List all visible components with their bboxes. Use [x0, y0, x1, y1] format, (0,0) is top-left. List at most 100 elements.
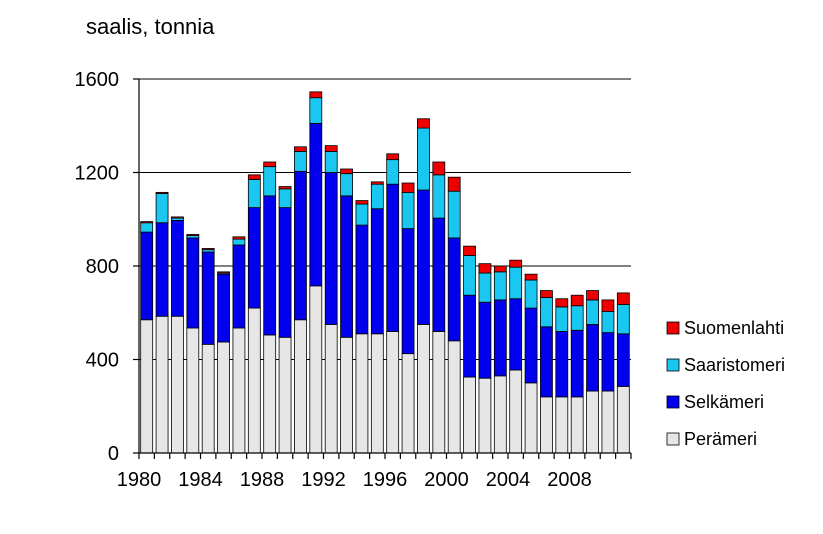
bar-1982-suomenlahti: [171, 216, 184, 219]
bar-2006-saaristomeri: [540, 297, 553, 328]
bar-2003-perämeri: [493, 375, 507, 454]
bar-1990-selkämeri: [294, 170, 307, 321]
bar-2002-perämeri: [478, 377, 492, 454]
x-tick-label-2004: 2004: [486, 469, 531, 491]
bar-1992-perämeri: [324, 324, 338, 454]
bar-1981-perämeri: [155, 315, 169, 454]
bar-2001-perämeri: [463, 376, 476, 454]
bar-1997-suomenlahti: [401, 182, 415, 193]
bar-2009-perämeri: [586, 390, 599, 454]
bar-2008-saaristomeri: [570, 305, 584, 331]
legend-label-perämeri: Perämeri: [684, 429, 757, 449]
bar-1989-perämeri: [278, 336, 292, 454]
bar-1994-saaristomeri: [355, 203, 369, 226]
legend-swatch-perämeri: [666, 432, 680, 446]
bar-2007-saaristomeri: [555, 306, 569, 332]
bar-2011-suomenlahti: [616, 292, 630, 305]
bar-2010-selkämeri: [601, 332, 615, 392]
bar-2007-perämeri: [555, 396, 569, 454]
bar-1997-selkämeri: [401, 228, 415, 355]
bar-1999-perämeri: [432, 331, 446, 454]
bar-1991-saaristomeri: [309, 97, 323, 124]
bar-2005-perämeri: [524, 382, 538, 454]
bar-1998-suomenlahti: [417, 118, 430, 129]
bar-2004-perämeri: [509, 369, 523, 454]
bar-1998-selkämeri: [417, 189, 430, 325]
bar-1990-perämeri: [294, 319, 307, 454]
bar-1991-selkämeri: [309, 123, 323, 287]
bar-1997-saaristomeri: [401, 191, 415, 229]
bar-1989-selkämeri: [278, 207, 292, 338]
bar-1996-saaristomeri: [386, 159, 400, 185]
bar-2007-selkämeri: [555, 331, 569, 398]
bar-1998-perämeri: [417, 324, 430, 454]
bar-1996-selkämeri: [386, 183, 400, 332]
bar-1981-selkämeri: [155, 222, 169, 317]
bar-1984-suomenlahti: [201, 248, 215, 251]
x-tick-label-1996: 1996: [363, 469, 408, 491]
bar-2007-suomenlahti: [555, 298, 569, 308]
bar-2001-suomenlahti: [463, 245, 476, 256]
bar-1983-suomenlahti: [186, 234, 200, 237]
bar-2003-suomenlahti: [493, 265, 507, 273]
x-tick-label-2000: 2000: [424, 469, 469, 491]
x-tick-label-1992: 1992: [301, 469, 346, 491]
bar-2000-suomenlahti: [447, 176, 461, 192]
bar-1993-perämeri: [340, 336, 353, 454]
bar-1986-saaristomeri: [232, 238, 246, 246]
bar-1993-selkämeri: [340, 195, 353, 338]
bar-1983-selkämeri: [186, 237, 200, 329]
bar-2004-suomenlahti: [509, 259, 523, 268]
bar-2006-selkämeri: [540, 326, 553, 398]
bar-1980-suomenlahti: [140, 221, 154, 224]
y-tick-label-400: 400: [86, 350, 119, 372]
bar-2002-suomenlahti: [478, 263, 492, 274]
bar-1985-suomenlahti: [217, 271, 230, 274]
bar-1983-perämeri: [186, 327, 200, 454]
bar-1986-selkämeri: [232, 244, 246, 329]
bar-1999-selkämeri: [432, 217, 446, 332]
y-tick-label-1200: 1200: [75, 163, 120, 185]
legend-swatch-suomenlahti: [666, 321, 680, 335]
bar-2011-selkämeri: [616, 333, 630, 387]
bar-1987-selkämeri: [247, 207, 261, 309]
bar-1985-perämeri: [217, 341, 230, 454]
bar-2002-saaristomeri: [478, 272, 492, 303]
bar-2008-perämeri: [570, 396, 584, 454]
bar-1987-suomenlahti: [247, 174, 261, 180]
bar-2005-suomenlahti: [524, 273, 538, 281]
bar-1988-selkämeri: [263, 195, 277, 336]
bar-2006-perämeri: [540, 396, 553, 454]
bar-2000-perämeri: [447, 340, 461, 454]
bar-1999-saaristomeri: [432, 174, 446, 219]
bar-1984-selkämeri: [201, 251, 215, 345]
bar-2000-selkämeri: [447, 237, 461, 342]
bar-2004-saaristomeri: [509, 266, 523, 300]
legend-label-selkämeri: Selkämeri: [684, 392, 764, 412]
bar-1999-suomenlahti: [432, 161, 446, 176]
bar-1985-selkämeri: [217, 273, 230, 343]
bar-1995-saaristomeri: [370, 183, 384, 210]
bar-1988-suomenlahti: [263, 161, 277, 168]
bar-1986-suomenlahti: [232, 236, 246, 240]
bar-1995-selkämeri: [370, 208, 384, 335]
bar-2010-perämeri: [601, 390, 615, 454]
bar-2010-suomenlahti: [601, 299, 615, 312]
bar-2004-selkämeri: [509, 298, 523, 371]
bar-2008-selkämeri: [570, 329, 584, 398]
bar-1986-perämeri: [232, 327, 246, 454]
bar-2009-suomenlahti: [586, 290, 599, 301]
bar-1981-saaristomeri: [155, 193, 169, 224]
x-tick-label-1984: 1984: [178, 469, 223, 491]
bar-2003-saaristomeri: [493, 271, 507, 301]
bar-2005-saaristomeri: [524, 279, 538, 309]
bar-1992-suomenlahti: [324, 145, 338, 152]
bar-1980-saaristomeri: [140, 222, 154, 233]
legend-swatch-selkämeri: [666, 395, 680, 409]
bar-1993-saaristomeri: [340, 173, 353, 197]
bar-2001-selkämeri: [463, 294, 476, 378]
axes: 0 400 800 1200 1600 1980 1984 1988 1992 1996 2000 2…: [75, 69, 632, 491]
y-tick-label-800: 800: [86, 256, 119, 278]
bar-1987-saaristomeri: [247, 179, 261, 208]
